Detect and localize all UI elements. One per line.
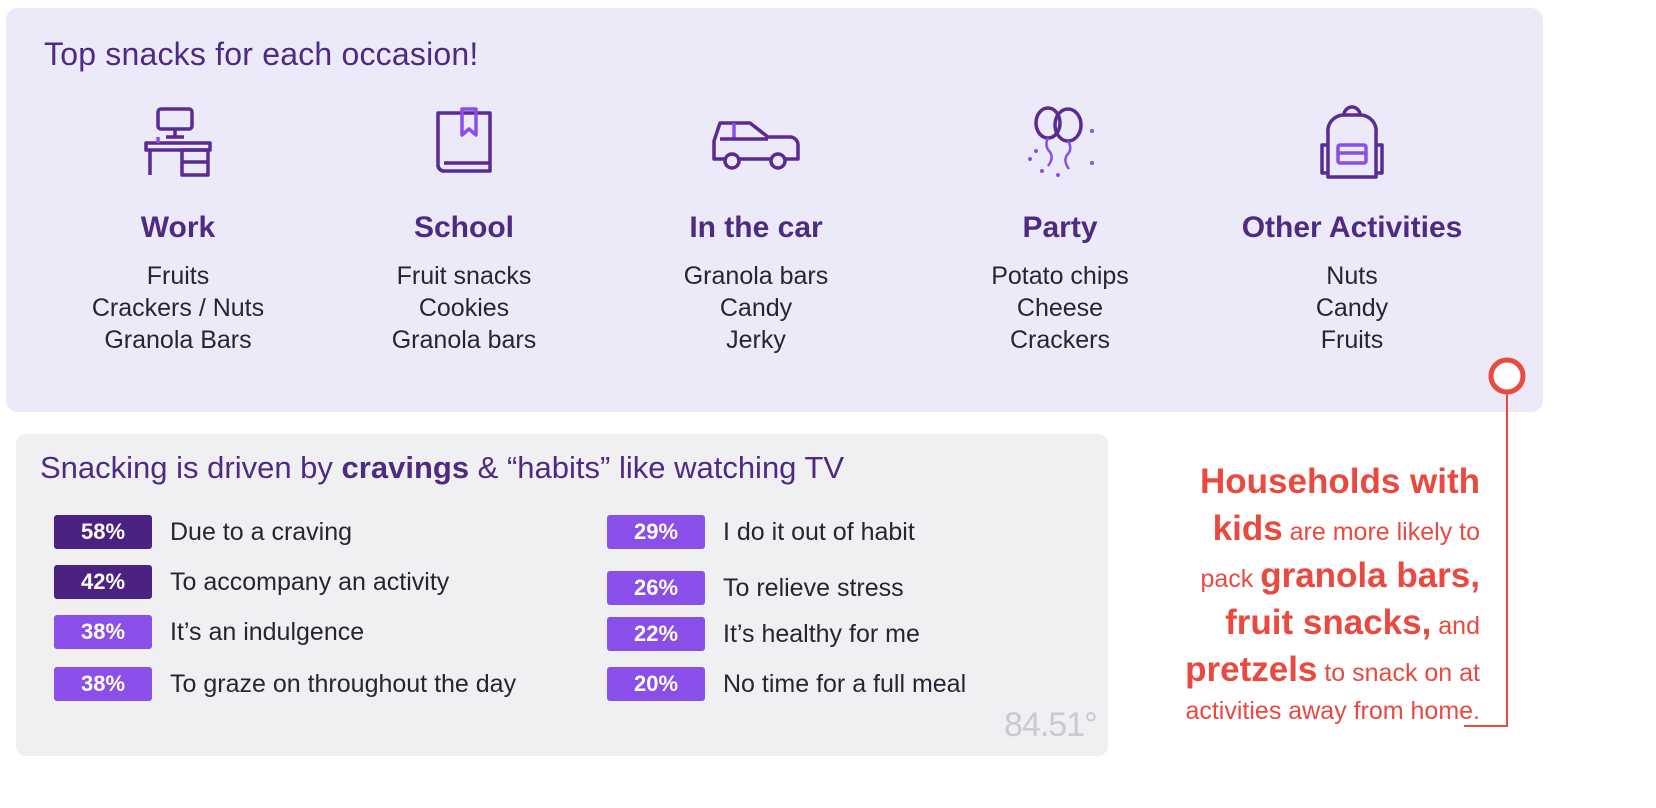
snack-item: Potato chips bbox=[991, 262, 1129, 290]
reason-label: Due to a craving bbox=[170, 517, 353, 546]
reason-label: I do it out of habit bbox=[723, 517, 915, 546]
brand-logo: 84.51° bbox=[1004, 706, 1098, 744]
reason-label: To graze on throughout the day bbox=[170, 669, 517, 698]
percent-badge: 22% bbox=[607, 617, 705, 651]
callout-text: are more likely to bbox=[1282, 518, 1480, 546]
callout-text: activities away from home. bbox=[1185, 697, 1480, 725]
snack-item: Granola bars bbox=[391, 326, 537, 354]
snack-item: Granola Bars bbox=[104, 326, 252, 354]
snack-item: Crackers / Nuts bbox=[91, 294, 265, 322]
callout-emphasis: granola bars, bbox=[1260, 556, 1480, 595]
percent-badge: 42% bbox=[54, 565, 152, 599]
occasion-other-activities: Other Activities Nuts Candy Fruits bbox=[1202, 100, 1502, 356]
snacking-drivers-panel: Snacking is driven by cravings & “habits… bbox=[16, 434, 1108, 756]
reason-row: 38% To graze on throughout the day bbox=[54, 667, 516, 701]
reason-row: 58% Due to a craving bbox=[54, 515, 352, 549]
percent-badge: 29% bbox=[607, 515, 705, 549]
snack-item: Fruits bbox=[1320, 326, 1384, 354]
reason-label: It’s an indulgence bbox=[170, 617, 365, 646]
callout-emphasis: kids bbox=[1212, 509, 1283, 548]
reason-label: It’s healthy for me bbox=[723, 619, 920, 648]
percent-badge: 20% bbox=[607, 667, 705, 701]
top-snacks-title: Top snacks for each occasion! bbox=[44, 36, 479, 72]
snack-item: Fruits bbox=[146, 262, 210, 290]
reason-label: To accompany an activity bbox=[170, 567, 450, 596]
title-text: & “habits” like watching TV bbox=[469, 450, 845, 485]
snack-item: Candy bbox=[1315, 294, 1389, 322]
reason-row: 42% To accompany an activity bbox=[54, 565, 449, 599]
snack-item: Jerky bbox=[726, 326, 786, 354]
reason-row: 20% No time for a full meal bbox=[607, 667, 966, 701]
snack-item: Fruit snacks bbox=[396, 262, 532, 290]
reason-row: 26% To relieve stress bbox=[607, 571, 904, 605]
callout-marker bbox=[1488, 357, 1526, 395]
occasion-name: Party bbox=[1022, 211, 1098, 244]
occasion-party: Party Potato chips Cheese Crackers bbox=[910, 100, 1210, 356]
callout-emphasis: fruit snacks, bbox=[1225, 603, 1432, 642]
title-emphasis: cravings bbox=[341, 450, 470, 485]
households-callout: Households with kids are more likely to … bbox=[1120, 460, 1480, 727]
occasion-in-the-car: In the car Granola bars Candy Jerky bbox=[606, 100, 906, 356]
snack-item: Candy bbox=[719, 294, 793, 322]
callout-text: to snack on at bbox=[1317, 659, 1480, 687]
title-text: Snacking is driven by bbox=[40, 450, 342, 485]
percent-badge: 58% bbox=[54, 515, 152, 549]
reason-row: 22% It’s healthy for me bbox=[607, 617, 920, 651]
snacking-drivers-title: Snacking is driven by cravings & “habits… bbox=[40, 450, 844, 486]
reason-row: 38% It’s an indulgence bbox=[54, 615, 364, 649]
balloons-icon bbox=[910, 100, 1210, 186]
percent-badge: 38% bbox=[54, 615, 152, 649]
reason-label: No time for a full meal bbox=[723, 669, 967, 698]
snack-item: Crackers bbox=[1009, 326, 1110, 354]
callout-text: and bbox=[1431, 612, 1480, 640]
percent-badge: 26% bbox=[607, 571, 705, 605]
snack-item: Cheese bbox=[1016, 294, 1104, 322]
occasion-work: Work Fruits Crackers / Nuts Granola Bars bbox=[28, 100, 328, 356]
book-icon bbox=[314, 100, 614, 186]
top-snacks-panel: Top snacks for each occasion! Work Fruit… bbox=[6, 8, 1543, 412]
callout-emphasis: pretzels bbox=[1185, 650, 1318, 689]
callout-text: pack bbox=[1200, 565, 1261, 593]
occasion-school: School Fruit snacks Cookies Granola bars bbox=[314, 100, 614, 356]
occasion-name: School bbox=[413, 211, 514, 244]
occasion-name: Work bbox=[140, 211, 216, 244]
car-icon bbox=[606, 100, 906, 186]
snack-item: Cookies bbox=[418, 294, 510, 322]
snack-item: Granola bars bbox=[683, 262, 829, 290]
percent-badge: 38% bbox=[54, 667, 152, 701]
callout-emphasis: Households with bbox=[1200, 462, 1480, 501]
snack-item: Nuts bbox=[1326, 262, 1378, 290]
reason-label: To relieve stress bbox=[723, 573, 904, 602]
desk-icon bbox=[28, 100, 328, 186]
occasion-name: Other Activities bbox=[1241, 211, 1463, 244]
backpack-icon bbox=[1202, 100, 1502, 186]
reason-row: 29% I do it out of habit bbox=[607, 515, 915, 549]
occasion-name: In the car bbox=[689, 211, 823, 244]
